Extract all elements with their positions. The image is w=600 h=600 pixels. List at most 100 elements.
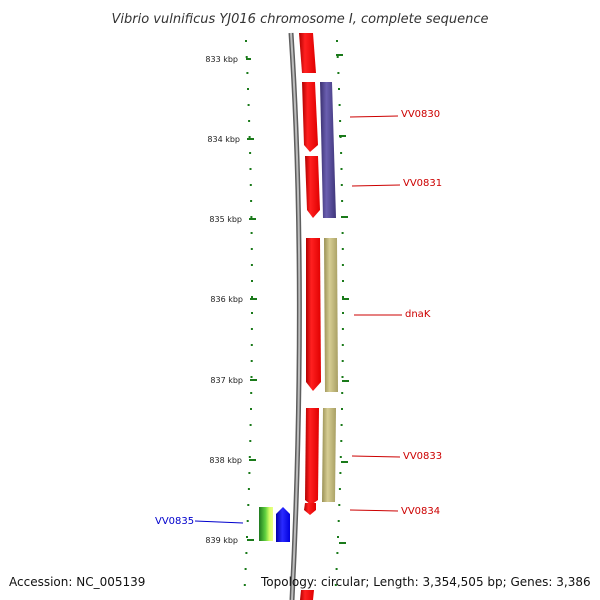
ruler-minor-tick: [243, 584, 246, 586]
tick-label-839: 839 kbp: [205, 536, 238, 545]
ruler-minor-tick: [338, 104, 341, 106]
cog-block-dnak: [324, 238, 338, 392]
ruler-minor-tick: [247, 88, 249, 90]
ruler-minor-tick: [341, 216, 344, 218]
ruler-minor-tick: [341, 392, 344, 394]
ruler-minor-tick: [249, 152, 252, 154]
gene-label-vv0831[interactable]: VV0831: [403, 178, 442, 189]
gene-labels: VV0830 VV0831 dnaK VV0833 VV0834 VV0835: [155, 109, 442, 527]
tick-label-834: 834 kbp: [207, 135, 240, 144]
gene-arrow-vv0831: [305, 156, 320, 218]
tick-label-838: 838 kbp: [209, 456, 242, 465]
ruler-minor-tick: [246, 72, 249, 74]
ruler-minor-tick: [340, 152, 343, 154]
leader-vv0831: [351, 184, 401, 187]
ruler-minor-tick: [336, 56, 339, 58]
ruler-minor-tick: [246, 520, 249, 522]
ruler-minor-tick: [340, 184, 343, 186]
ruler-minor-tick: [342, 280, 344, 282]
gene-arrow-upstream: [299, 33, 316, 73]
cog-block-vv0830-vv0831: [320, 82, 336, 218]
right-ruler-minor: [334, 40, 344, 586]
ruler-minor-tick: [247, 504, 250, 506]
ruler-minor-tick: [250, 392, 253, 394]
ruler-minor-tick: [245, 56, 248, 58]
ruler-minor-tick: [247, 104, 250, 106]
ruler-minor-tick: [334, 584, 337, 586]
ruler-minor-tick: [250, 216, 253, 218]
ruler-minor-tick: [341, 376, 344, 378]
gene-arrow-dnak: [306, 238, 321, 391]
cog-block-vv0833: [322, 408, 336, 502]
ruler-minor-tick: [249, 440, 252, 442]
gene-label-dnak[interactable]: dnaK: [405, 309, 431, 320]
ruler-minor-tick: [247, 488, 250, 490]
ruler-minor-tick: [339, 472, 342, 474]
ruler-minor-tick: [249, 184, 252, 186]
ruler-minor-tick: [244, 568, 247, 570]
ruler-minor-tick: [248, 456, 251, 458]
ruler-minor-tick: [336, 552, 339, 554]
ruler-minor-tick: [250, 264, 253, 266]
ruler-minor-tick: [245, 552, 248, 554]
ruler-minor-tick: [341, 408, 343, 410]
ruler-minor-tick: [340, 424, 343, 426]
ruler-minor-tick: [337, 536, 339, 538]
gene-arrow-vv0834: [304, 503, 316, 515]
ruler-minor-tick: [340, 440, 343, 442]
gene-arrow-reverse-blue: [276, 507, 290, 542]
ruler-minor-tick: [249, 424, 252, 426]
ruler-minor-tick: [341, 344, 344, 346]
gene-label-vv0835[interactable]: VV0835: [155, 516, 194, 527]
left-ruler: [246, 58, 257, 541]
ruler-labels: 833 kbp 834 kbp 835 kbp 836 kbp 837 kbp …: [205, 55, 243, 545]
ruler-minor-tick: [251, 296, 253, 298]
tick-label-835: 835 kbp: [209, 215, 242, 224]
ruler-minor-tick: [341, 200, 344, 202]
ruler-minor-tick: [339, 136, 342, 138]
gene-label-vv0830[interactable]: VV0830: [401, 109, 440, 120]
ruler-minor-tick: [342, 296, 344, 298]
gene-arrow-vv0830: [302, 82, 318, 152]
ruler-minor-tick: [250, 200, 253, 202]
ruler-minor-tick: [338, 488, 341, 490]
topology-text: Topology: circular; Length: 3,354,505 bp…: [260, 575, 591, 589]
ruler-minor-tick: [341, 360, 344, 362]
ruler-minor-tick: [341, 328, 344, 330]
ruler-minor-tick: [337, 520, 340, 522]
ruler-minor-tick: [339, 456, 342, 458]
tick-label-836: 836 kbp: [210, 295, 243, 304]
ruler-minor-tick: [251, 312, 253, 314]
tick-label-837: 837 kbp: [210, 376, 243, 385]
ruler-minor-tick: [251, 280, 253, 282]
ruler-minor-tick: [341, 264, 344, 266]
ruler-minor-tick: [250, 232, 253, 234]
ruler-minor-tick: [341, 248, 344, 250]
leader-vv0834: [349, 509, 399, 512]
ruler-minor-tick: [338, 504, 341, 506]
gene-label-vv0834[interactable]: VV0834: [401, 506, 440, 517]
leader-vv0830: [349, 115, 399, 118]
ruler-minor-tick: [338, 88, 340, 90]
gene-arrow-vv0833: [305, 408, 319, 505]
ruler-minor-tick: [335, 568, 338, 570]
ruler-minor-tick: [248, 136, 251, 138]
ruler-minor-tick: [250, 360, 253, 362]
ruler-minor-tick: [342, 312, 344, 314]
left-ruler-minor: [243, 40, 253, 586]
chromosome-backbone-highlight: [290, 32, 301, 600]
gene-label-vv0833[interactable]: VV0833: [403, 451, 442, 462]
ruler-minor-tick: [248, 120, 251, 122]
ruler-minor-tick: [250, 328, 253, 330]
ruler-minor-tick: [246, 536, 248, 538]
map-title: Vibrio vulnificus YJ016 chromosome I, co…: [111, 12, 488, 27]
ruler-minor-tick: [339, 120, 342, 122]
leader-vv0835: [194, 520, 244, 524]
ruler-minor-tick: [340, 168, 343, 170]
gene-arrow-downstream: [300, 590, 314, 600]
leader-vv0833: [351, 455, 401, 458]
label-leaders: [194, 115, 402, 524]
ruler-minor-tick: [250, 248, 253, 250]
ruler-minor-tick: [250, 376, 253, 378]
